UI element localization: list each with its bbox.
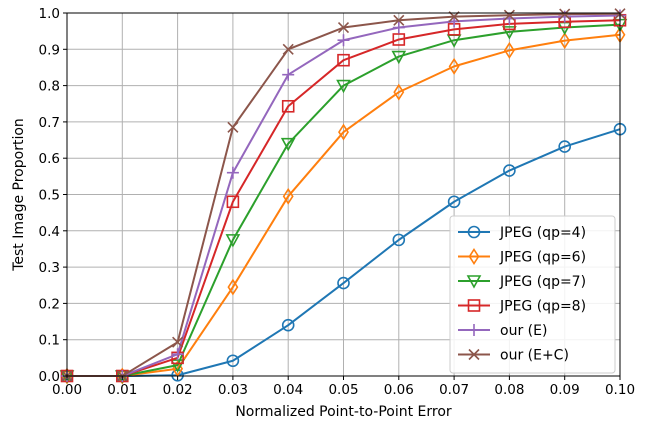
legend-label-jpeg-qp-7: JPEG (qp=7) <box>499 274 586 290</box>
legend-item-jpeg-qp-8: JPEG (qp=8) <box>458 299 586 315</box>
data-point-jpeg-qp-6 <box>338 123 349 141</box>
legend-box <box>449 215 616 374</box>
legend-item-jpeg-qp-6: JPEG (qp=6) <box>458 248 586 266</box>
y-tick-label: 0.0 <box>39 369 60 385</box>
data-point-jpeg-qp-4 <box>392 233 406 247</box>
data-point-jpeg-qp-7 <box>391 50 407 65</box>
y-tick-label: 0.1 <box>39 333 60 349</box>
legend-label-jpeg-qp-6: JPEG (qp=6) <box>499 250 586 266</box>
y-tick-label: 0.8 <box>39 79 60 95</box>
y-tick-label: 0.7 <box>39 115 60 131</box>
data-point-our-e <box>337 34 350 47</box>
data-point-jpeg-qp-6 <box>503 41 515 59</box>
data-point-jpeg-qp-7 <box>336 79 351 94</box>
y-tick-label: 0.5 <box>39 188 60 204</box>
data-point-jpeg-qp-6 <box>282 187 294 205</box>
data-point-our-e-c <box>503 9 515 21</box>
y-tick-label: 0.9 <box>39 42 60 58</box>
legend-marker-our-e <box>468 324 480 336</box>
data-point-jpeg-qp-7 <box>225 234 241 248</box>
y-tick-label: 0.2 <box>39 296 60 312</box>
data-point-our-e <box>392 21 405 34</box>
data-point-our-e-c <box>172 336 184 348</box>
data-point-our-e-c <box>227 121 239 133</box>
data-point-jpeg-qp-4 <box>558 140 572 153</box>
y-tick-label: 0.4 <box>39 224 60 240</box>
legend-label-our-e: our (E) <box>500 323 547 339</box>
series-our-e <box>61 9 626 382</box>
data-point-jpeg-qp-4 <box>337 276 350 290</box>
series-group <box>59 8 628 385</box>
data-point-our-e-c <box>282 43 294 55</box>
x-tick-label: 0.03 <box>218 382 248 398</box>
data-point-jpeg-qp-6 <box>448 57 460 75</box>
legend-marker-jpeg-qp-6 <box>468 248 480 265</box>
legend-label-jpeg-qp-8: JPEG (qp=8) <box>499 299 586 315</box>
legend-item-jpeg-qp-4: JPEG (qp=4) <box>458 225 586 241</box>
legend-label-our-e-c: our (E+C) <box>500 348 569 364</box>
y-axis-label: Test Image Proportion <box>11 118 27 272</box>
legend-item-our-e: our (E) <box>458 323 547 339</box>
legend-marker-jpeg-qp-7 <box>466 275 482 289</box>
data-point-jpeg-qp-8 <box>337 53 350 67</box>
data-point-our-e-c <box>393 14 405 26</box>
x-tick-label: 0.07 <box>439 382 469 398</box>
y-tick-label: 0.3 <box>39 260 60 276</box>
x-tick-label: 0.01 <box>107 382 137 398</box>
legend-item-our-e-c: our (E+C) <box>458 348 569 364</box>
x-tick-label: 0.08 <box>494 382 524 398</box>
data-point-jpeg-qp-6 <box>559 32 571 50</box>
data-point-jpeg-qp-7 <box>280 137 296 152</box>
series-line-jpeg-qp-6 <box>67 33 621 377</box>
legend-label-jpeg-qp-4: JPEG (qp=4) <box>499 225 586 241</box>
y-tick-label: 1.0 <box>39 6 60 22</box>
data-point-our-e <box>282 68 295 81</box>
x-tick-label: 0.05 <box>328 382 358 398</box>
legend-item-jpeg-qp-7: JPEG (qp=7) <box>458 274 586 290</box>
legend-marker-our-e-c <box>468 348 480 361</box>
x-tick-label: 0.02 <box>163 382 193 398</box>
series-our-e-c <box>61 8 626 382</box>
data-point-jpeg-qp-4 <box>447 195 461 209</box>
x-tick-label: 0.10 <box>605 382 635 398</box>
data-point-jpeg-qp-4 <box>503 164 516 177</box>
data-point-our-e <box>171 348 184 361</box>
x-tick-label: 0.04 <box>273 382 303 398</box>
x-tick-label: 0.09 <box>550 382 580 398</box>
x-axis-label: Normalized Point-to-Point Error <box>235 404 452 420</box>
data-point-jpeg-qp-8 <box>226 195 240 209</box>
data-point-jpeg-qp-4 <box>226 354 240 368</box>
series-line-jpeg-qp-7 <box>67 23 621 377</box>
data-point-our-e-c <box>337 21 350 34</box>
legend-marker-jpeg-qp-8 <box>467 299 481 312</box>
data-point-our-e-c <box>559 8 571 20</box>
legend-marker-jpeg-qp-4 <box>467 225 481 239</box>
series-line-jpeg-qp-8 <box>67 19 621 377</box>
data-point-jpeg-qp-8 <box>392 33 406 46</box>
axis-ticks: 0.00 0.01 0.02 0.03 0.04 0.05 0.06 0.07 0.08 0.09… <box>39 6 636 398</box>
x-tick-label: 0.06 <box>384 382 414 398</box>
x-tick-label: 0.00 <box>52 382 82 398</box>
data-point-jpeg-qp-7 <box>502 26 517 40</box>
y-tick-label: 0.6 <box>39 151 60 167</box>
data-point-our-e <box>226 166 239 179</box>
data-point-jpeg-qp-8 <box>281 99 295 113</box>
data-point-jpeg-qp-6 <box>227 278 239 296</box>
legend: JPEG (qp=4) JPEG (qp=6) JPEG (qp=7) JPEG (q… <box>449 215 616 374</box>
data-point-jpeg-qp-4 <box>281 318 295 332</box>
data-point-jpeg-qp-6 <box>393 83 405 101</box>
